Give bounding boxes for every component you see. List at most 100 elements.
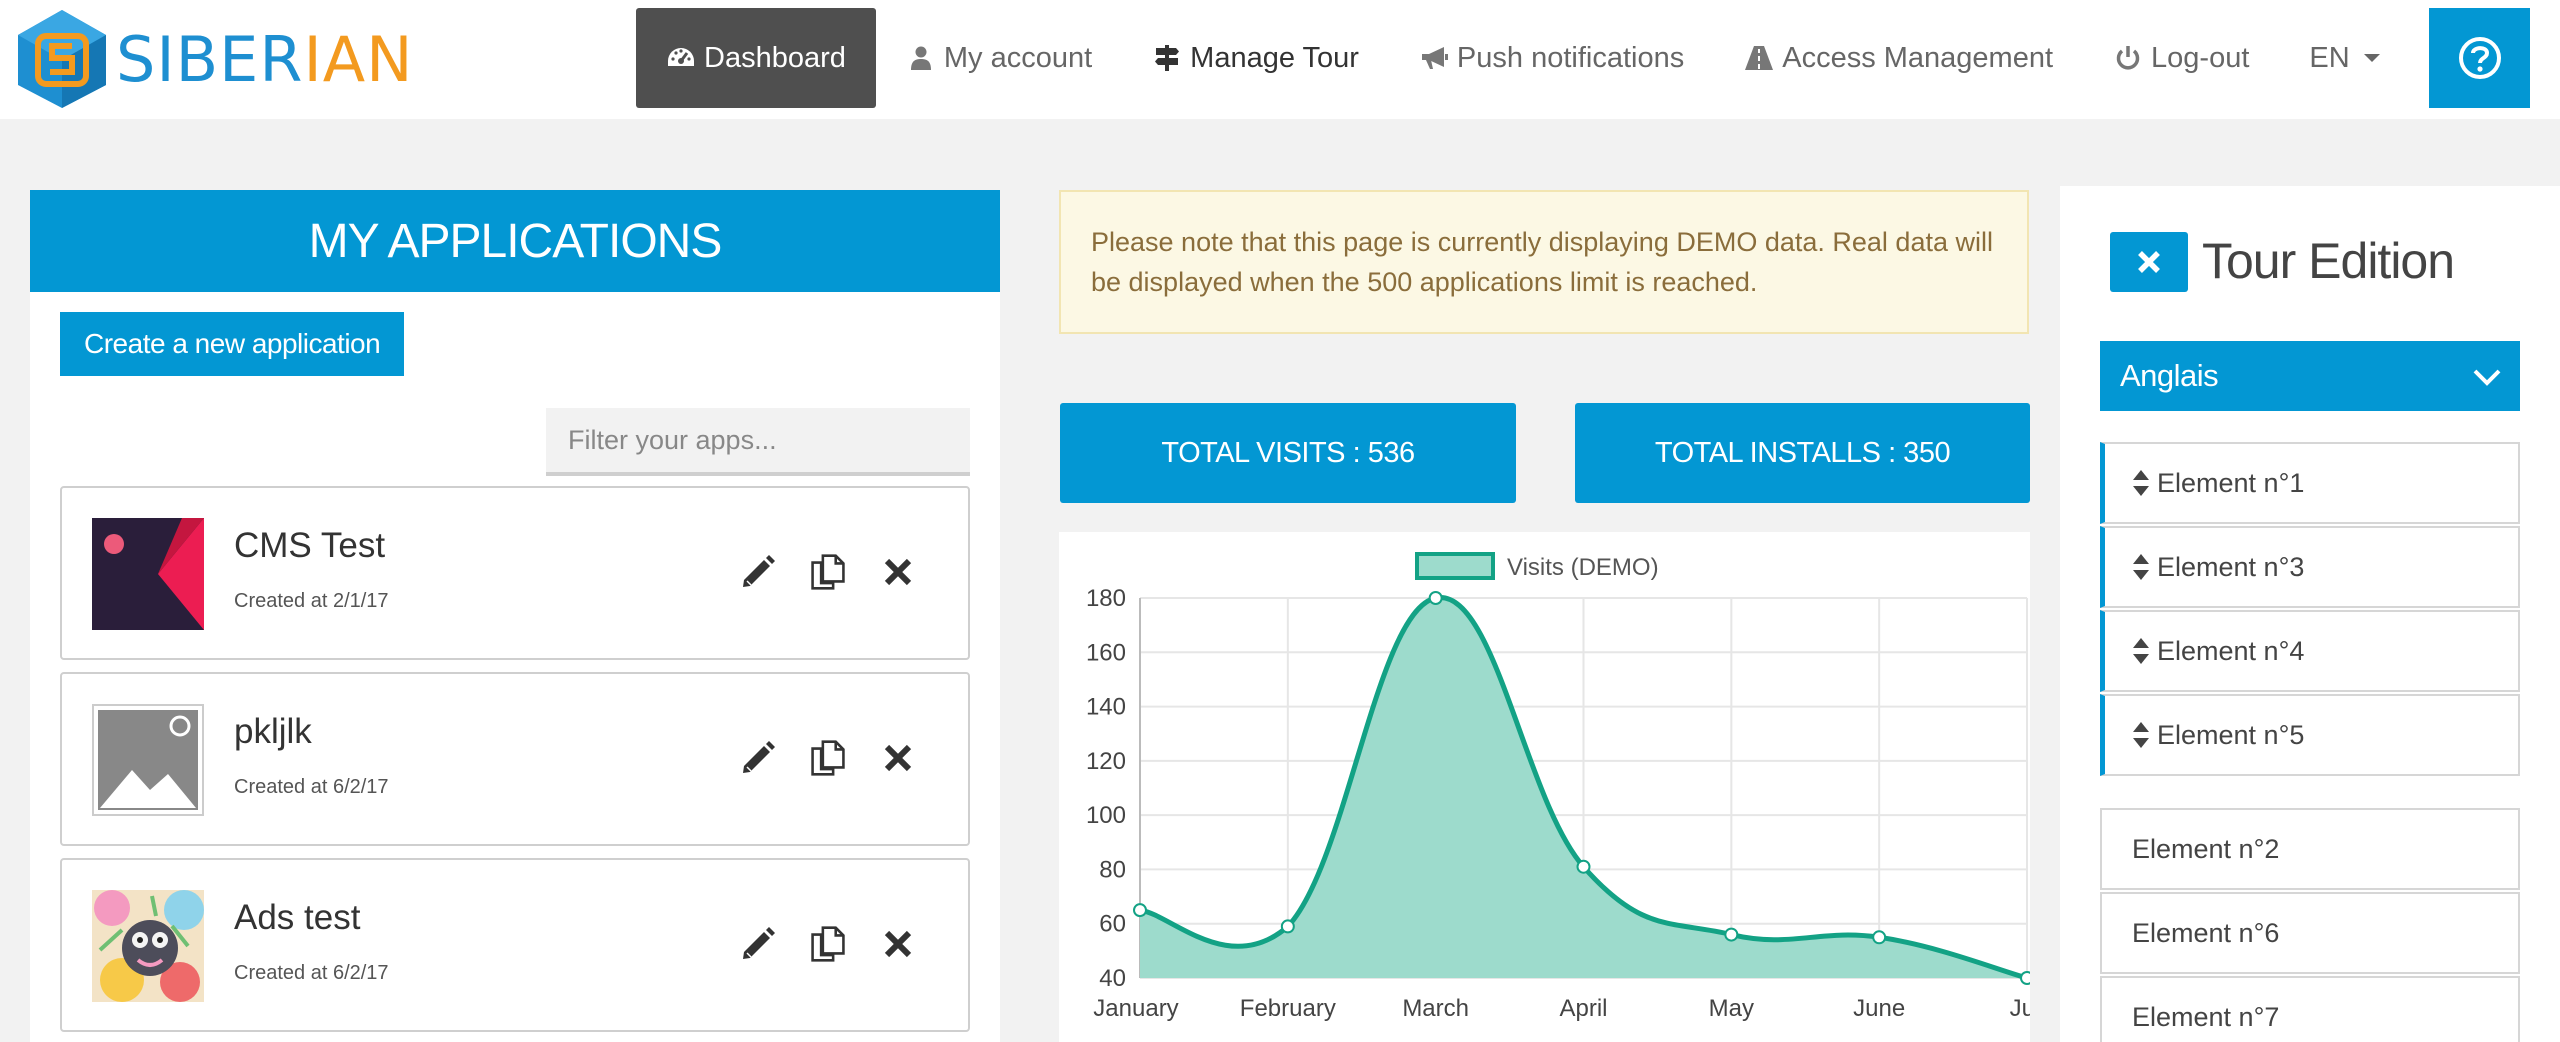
signpost-icon	[1152, 43, 1182, 73]
chart-legend: Visits (DEMO)	[1415, 552, 1659, 581]
tour-element-label: Element n°1	[2157, 467, 2305, 498]
tour-element-7[interactable]: Element n°7	[2100, 976, 2520, 1042]
create-application-button[interactable]: Create a new application	[60, 312, 405, 376]
y-tick-label: 160	[1086, 639, 1126, 666]
delete-app-button[interactable]	[880, 736, 916, 780]
visits-chart-panel: 180 160 140 120 100 80 60 40 January February Mar…	[1059, 532, 2030, 1042]
visits-line	[1139, 595, 2028, 981]
app-card-cms-test[interactable]: CMS Test Created at 2/1/17	[60, 486, 970, 660]
close-icon	[884, 744, 912, 772]
close-icon	[884, 930, 912, 958]
app-name: Ads test	[234, 898, 361, 937]
data-point[interactable]	[1133, 903, 1147, 918]
duplicate-app-button[interactable]	[810, 922, 846, 966]
nav-access-management[interactable]: Access Management	[1714, 8, 2083, 108]
main-nav: Dashboard My account Manage Tour Push no…	[636, 8, 2410, 108]
tour-element-label: Element n°3	[2157, 551, 2305, 582]
delete-app-button[interactable]	[880, 922, 916, 966]
edit-app-button[interactable]	[740, 922, 776, 966]
edit-app-button[interactable]	[740, 550, 776, 594]
delete-app-button[interactable]	[880, 550, 916, 594]
x-tick-label: January	[1093, 995, 1178, 1022]
close-icon	[884, 558, 912, 586]
app-card-pkljlk[interactable]: pkljlk Created at 6/2/17	[60, 672, 970, 846]
tour-edition-title: Tour Edition	[2202, 233, 2455, 289]
tour-element-label: Element n°7	[2132, 1001, 2280, 1032]
nav-logout[interactable]: Log-out	[2083, 8, 2279, 108]
caret-down-icon	[2363, 54, 2380, 62]
my-applications-title: MY APPLICATIONS	[30, 190, 1000, 292]
visits-chart: 180 160 140 120 100 80 60 40 January February Mar…	[1086, 552, 2030, 1022]
x-tick-label: April	[1559, 995, 1607, 1022]
tachometer-icon	[666, 43, 696, 73]
pencil-icon	[743, 741, 775, 773]
language-dropdown[interactable]: EN	[2279, 8, 2409, 108]
tour-element-2[interactable]: Element n°2	[2100, 808, 2520, 890]
data-point[interactable]	[1280, 919, 1295, 934]
app-card-ads-test[interactable]: Ads test Created at 6/2/17	[60, 858, 970, 1032]
x-tick-label: July	[2010, 995, 2030, 1022]
siberian-logo[interactable]: SIBERIAN	[14, 8, 414, 110]
siberian-hexagon-icon	[18, 10, 106, 108]
nav-my-account[interactable]: My account	[876, 8, 1122, 108]
app-created-date: Created at 6/2/17	[234, 962, 389, 984]
brand-name: SIBERIAN	[116, 22, 414, 96]
nav-access-management-label: Access Management	[1782, 41, 2054, 74]
pencil-icon	[743, 555, 775, 587]
data-point[interactable]	[1576, 859, 1591, 874]
duplicate-app-button[interactable]	[810, 550, 846, 594]
nav-logout-label: Log-out	[2151, 41, 2250, 74]
help-button[interactable]	[2429, 8, 2530, 108]
nav-push-notifications-label: Push notifications	[1456, 41, 1685, 74]
nav-manage-tour[interactable]: Manage Tour	[1122, 8, 1389, 108]
pencil-icon	[743, 927, 775, 959]
edit-app-button[interactable]	[740, 736, 776, 780]
top-bar: SIBERIAN Dashboard My account Manage Tou…	[0, 0, 2560, 119]
y-tick-label: 40	[1099, 965, 1126, 992]
visits-area	[1140, 597, 2027, 978]
nav-dashboard[interactable]: Dashboard	[636, 8, 876, 108]
y-tick-label: 120	[1086, 748, 1126, 775]
app-actions	[740, 922, 916, 966]
sort-icon	[2133, 554, 2149, 580]
close-icon	[2138, 251, 2160, 273]
road-icon	[1744, 43, 1774, 73]
tour-element-label: Element n°5	[2157, 719, 2305, 750]
y-tick-label: 80	[1099, 856, 1126, 883]
tour-element-6[interactable]: Element n°6	[2100, 892, 2520, 974]
tour-language-select[interactable]: Anglais	[2100, 341, 2520, 411]
app-created-date: Created at 2/1/17	[234, 590, 389, 612]
legend-label: Visits (DEMO)	[1507, 554, 1659, 581]
sort-icon	[2133, 470, 2149, 496]
filter-apps-input[interactable]	[546, 408, 970, 476]
legend-swatch	[1415, 552, 1495, 580]
data-point[interactable]	[1428, 591, 1443, 605]
data-point[interactable]	[1724, 927, 1739, 942]
app-name: pkljlk	[234, 712, 312, 751]
tour-element-3[interactable]: Element n°3	[2100, 526, 2520, 608]
nav-push-notifications[interactable]: Push notifications	[1389, 8, 1714, 108]
y-tick-label: 180	[1086, 585, 1126, 612]
tour-language-value: Anglais	[2120, 358, 2219, 393]
data-point[interactable]	[2020, 971, 2030, 985]
demo-data-notice: Please note that this page is currently …	[1059, 190, 2029, 334]
close-tour-button[interactable]	[2110, 232, 2188, 292]
power-icon	[2113, 43, 2143, 73]
app-icon-cms-test	[92, 518, 204, 630]
tour-edition-panel: Tour Edition Anglais Element n°1 Element…	[2060, 186, 2560, 1042]
x-tick-label: May	[1709, 995, 1754, 1022]
data-point[interactable]	[1872, 930, 1887, 945]
tour-element-label: Element n°2	[2132, 833, 2280, 864]
x-tick-label: March	[1402, 995, 1469, 1022]
duplicate-app-button[interactable]	[810, 736, 846, 780]
copy-icon	[811, 740, 845, 776]
tour-element-4[interactable]: Element n°4	[2100, 610, 2520, 692]
total-installs-badge: TOTAL INSTALLS : 350	[1575, 403, 2030, 503]
nav-manage-tour-label: Manage Tour	[1190, 41, 1359, 74]
y-tick-label: 100	[1086, 802, 1126, 829]
sort-icon	[2133, 638, 2149, 664]
x-tick-label: February	[1240, 995, 1336, 1022]
tour-element-1[interactable]: Element n°1	[2100, 442, 2520, 524]
tour-element-5[interactable]: Element n°5	[2100, 694, 2520, 776]
question-circle-icon	[2458, 37, 2501, 79]
